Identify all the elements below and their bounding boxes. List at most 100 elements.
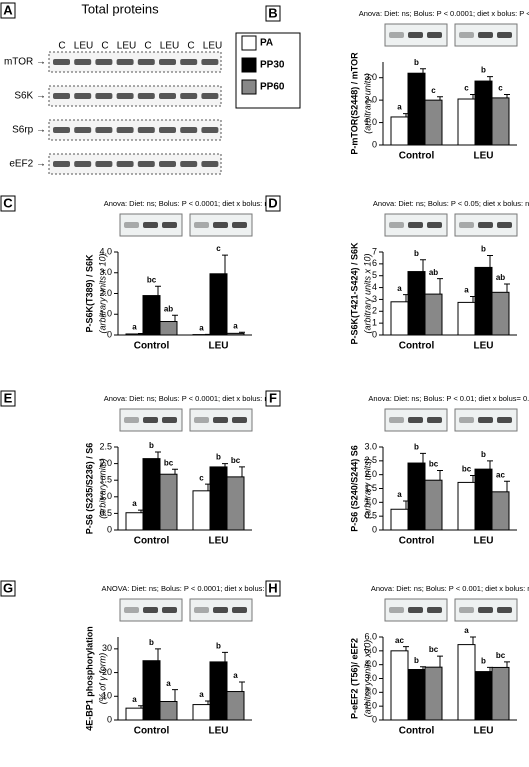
bar (126, 334, 143, 335)
significance-letter: c (498, 84, 503, 93)
bar (408, 272, 425, 335)
bar (391, 302, 408, 335)
y-axis-label: P-eEF2 (T56)/ eEF2 (349, 638, 359, 719)
blot-band (138, 59, 155, 65)
x-tick-label: Control (134, 341, 170, 352)
bar (475, 267, 492, 335)
y-tick-label: 20 (102, 667, 112, 677)
bar (391, 509, 408, 530)
significance-letter: b (481, 245, 486, 254)
y-tick-label: 0 (372, 329, 377, 339)
blot-band (143, 417, 158, 423)
y-axis-label: 4E-BP1 phosphorylation (84, 626, 94, 731)
y-tick-label: 1 (372, 318, 377, 328)
y-tick-label: 1.0 (364, 117, 377, 127)
y-tick-label: 2.0 (364, 469, 377, 479)
significance-letter: bc (496, 651, 506, 660)
x-tick-label: Control (399, 726, 435, 737)
y-tick-label: 0 (107, 329, 112, 339)
blot-band (478, 32, 493, 38)
significance-letter: a (397, 103, 402, 112)
blot-band (162, 222, 177, 228)
significance-letter: c (431, 86, 436, 95)
blot-band (74, 93, 91, 99)
column-label: C (187, 41, 194, 52)
blot-band (117, 59, 134, 65)
bar (391, 117, 408, 145)
blot-band (159, 93, 176, 99)
column-label: C (101, 41, 108, 52)
blot-band (194, 222, 209, 228)
error-bar (437, 656, 443, 667)
x-tick-label: Control (134, 536, 170, 547)
error-bar (420, 260, 426, 272)
significance-letter: a (397, 490, 402, 499)
y-tick-label: 0 (107, 714, 112, 724)
blot-band (201, 161, 218, 167)
error-bar (487, 256, 493, 268)
blot-band (459, 32, 474, 38)
error-bar (470, 637, 476, 645)
blot-band (159, 59, 176, 65)
bar (143, 459, 160, 530)
blot-band (232, 417, 247, 423)
bar (408, 73, 425, 145)
y-tick-label: 10 (102, 691, 112, 701)
x-tick-label: Control (399, 536, 435, 547)
blot-band (53, 127, 70, 133)
y-tick-label: 3 (372, 294, 377, 304)
anova-text: Anova: Diet: ns; Bolus: P < 0.0001; diet… (104, 394, 273, 403)
bar (193, 491, 210, 530)
anova-text: Anova: Diet: ns; Bolus: P < 0.05; diet x… (373, 199, 529, 208)
significance-letter: c (199, 473, 204, 482)
blot-band (497, 222, 512, 228)
legend-label: PP30 (260, 60, 285, 71)
blot-band (159, 161, 176, 167)
y-tick-label: 6 (372, 258, 377, 268)
y-tick-label: 4.0 (364, 659, 377, 669)
x-tick-label: LEU (209, 536, 229, 547)
x-tick-label: LEU (474, 726, 494, 737)
blot-band (180, 93, 197, 99)
error-bar (239, 682, 245, 691)
y-tick-label: 1.0 (364, 701, 377, 711)
x-tick-label: Control (399, 341, 435, 352)
legend-swatch (242, 58, 256, 72)
error-bar (504, 662, 510, 668)
panel-title: Total proteins (81, 1, 159, 16)
bar (475, 469, 492, 530)
significance-letter: a (166, 679, 171, 688)
blot-band (427, 417, 442, 423)
error-bar (420, 69, 426, 73)
blot-band (74, 127, 91, 133)
x-tick-label: LEU (209, 726, 229, 737)
x-tick-label: Control (134, 726, 170, 737)
significance-letter: b (481, 66, 486, 75)
legend-label: PA (260, 38, 273, 49)
bar (408, 463, 425, 530)
y-axis-label: P-S6K(T421-S424) / S6K (349, 242, 359, 345)
row-label: mTOR → (4, 57, 46, 68)
blot-band (117, 93, 134, 99)
blot-band (124, 417, 139, 423)
significance-letter: a (132, 323, 137, 332)
bar (492, 492, 509, 530)
blot-band (74, 161, 91, 167)
y-tick-label: 2.0 (99, 458, 112, 468)
blot-band (117, 161, 134, 167)
bar (475, 81, 492, 145)
significance-letter: a (132, 499, 137, 508)
bar (227, 692, 244, 720)
blot-band (162, 607, 177, 613)
significance-letter: bc (429, 645, 439, 654)
y-tick-label: 0 (372, 714, 377, 724)
error-bar (172, 690, 178, 702)
y-tick-label: 2.0 (364, 687, 377, 697)
panel-letter: D (268, 195, 277, 210)
bar (408, 670, 425, 720)
row-label: S6rp → (12, 125, 46, 136)
blot-band (459, 607, 474, 613)
error-bar (420, 453, 426, 463)
y-tick-label: 0.5 (99, 508, 112, 518)
